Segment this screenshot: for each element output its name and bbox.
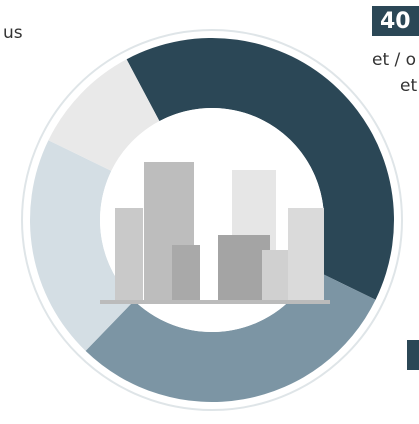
annotation: et <box>400 76 417 96</box>
value-badge <box>372 6 419 36</box>
annotation: et / o <box>372 50 416 70</box>
annotation: us <box>3 23 23 43</box>
slice <box>29 140 135 351</box>
value-label: 40 <box>380 9 411 34</box>
city-illustration <box>100 162 330 304</box>
slice <box>126 38 394 300</box>
value-badge <box>407 340 419 370</box>
slice <box>48 59 160 171</box>
